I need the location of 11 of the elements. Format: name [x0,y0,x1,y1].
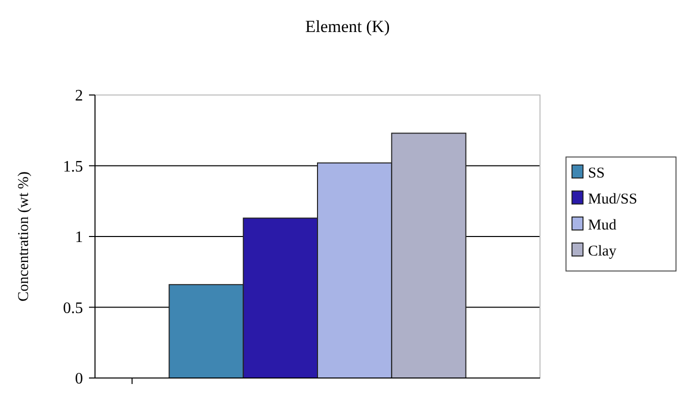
y-tick-label: 2 [75,88,83,105]
y-tick-label: 1.5 [63,158,83,176]
legend-label: Mud [588,217,617,234]
legend-label: Mud/SS [588,191,638,208]
chart-title: Element (K) [305,17,390,36]
legend-label: Clay [588,243,617,260]
y-tick-label: 0.5 [63,300,83,317]
y-axis-title: Concentration (wt %) [16,172,32,302]
y-tick-label: 0 [75,370,83,388]
y-tick-label: 1 [75,229,83,246]
legend-label: SS [588,165,605,182]
